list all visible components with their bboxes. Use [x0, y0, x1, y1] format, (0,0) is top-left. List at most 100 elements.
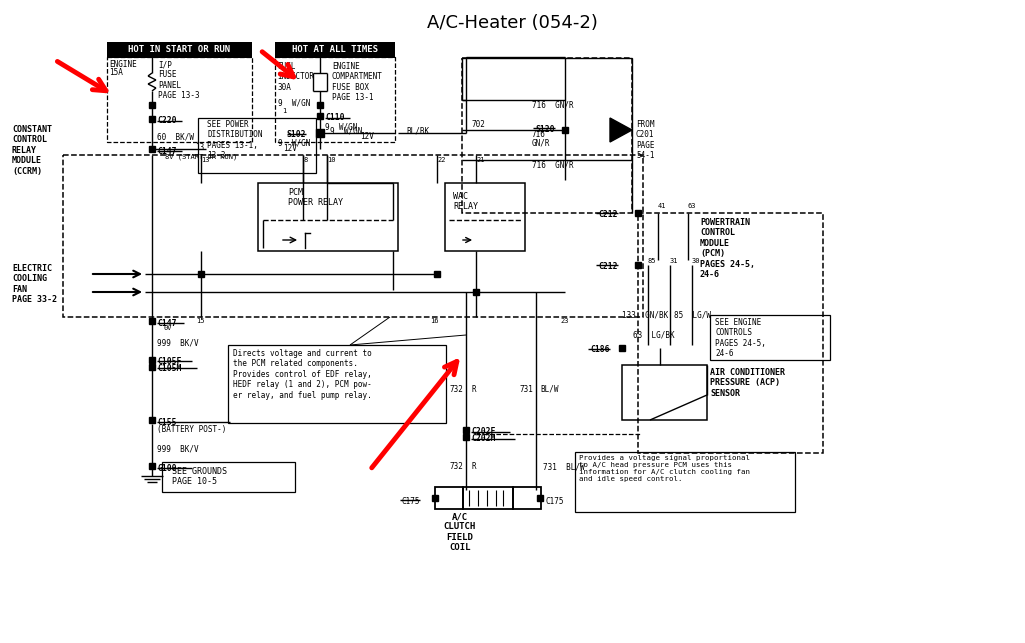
Bar	[162, 462, 295, 492]
Text: HOT AT ALL TIMES: HOT AT ALL TIMES	[292, 46, 378, 55]
Text: 9  W/GN: 9 W/GN	[278, 98, 311, 107]
Text: C202M: C202M	[472, 434, 495, 443]
Bar	[258, 183, 398, 251]
Text: 22: 22	[437, 157, 446, 163]
Text: 702: 702	[472, 120, 485, 129]
Text: HOT IN START OR RUN: HOT IN START OR RUN	[128, 46, 231, 55]
Bar	[462, 58, 632, 213]
Text: 23: 23	[560, 318, 569, 324]
Text: C220: C220	[157, 116, 176, 125]
Text: C110: C110	[325, 113, 344, 122]
Bar	[228, 345, 446, 423]
Bar	[275, 42, 395, 58]
Text: 133  GN/BK: 133 GN/BK	[622, 310, 668, 319]
Text: 8V (START OR RUN): 8V (START OR RUN)	[165, 154, 237, 161]
Text: 9  W/GN: 9 W/GN	[330, 126, 363, 135]
Text: 0V: 0V	[163, 325, 171, 331]
Text: ENGINE: ENGINE	[109, 60, 136, 69]
Text: 716  GN/R: 716 GN/R	[532, 160, 574, 169]
Text: R: R	[472, 462, 477, 471]
Text: 9  W/GN: 9 W/GN	[325, 122, 358, 131]
Text: 41: 41	[658, 203, 666, 209]
Text: 12V: 12V	[283, 144, 297, 153]
Text: SEE GROUNDS
PAGE 10-5: SEE GROUNDS PAGE 10-5	[172, 467, 227, 486]
Text: 999  BK/V: 999 BK/V	[157, 444, 199, 453]
Text: AIR CONDITIONER
PRESSURE (ACP)
SENSOR: AIR CONDITIONER PRESSURE (ACP) SENSOR	[710, 368, 785, 398]
Bar	[638, 213, 823, 453]
Text: Directs voltage and current to
the PCM related components.
Provides control of E: Directs voltage and current to the PCM r…	[233, 349, 372, 399]
Bar	[107, 57, 252, 142]
Text: 63: 63	[688, 203, 697, 209]
Text: 12V: 12V	[360, 132, 374, 141]
Text: 732: 732	[450, 462, 464, 471]
Bar	[107, 42, 252, 58]
Text: 716: 716	[532, 130, 546, 139]
Text: 1: 1	[282, 108, 286, 114]
Text: C105F: C105F	[157, 357, 181, 366]
Text: CONSTANT
CONTROL
RELAY
MODULE
(CCRM): CONSTANT CONTROL RELAY MODULE (CCRM)	[12, 125, 52, 176]
Text: PCM
POWER RELAY: PCM POWER RELAY	[288, 188, 343, 208]
Text: 8: 8	[303, 157, 308, 163]
Text: C175: C175	[545, 497, 564, 506]
Bar	[445, 183, 525, 251]
Text: A/C-Heater (054-2): A/C-Heater (054-2)	[426, 14, 598, 32]
Text: BL/W: BL/W	[540, 385, 559, 394]
Text: R: R	[472, 385, 477, 394]
Text: A/C
CLUTCH
FIELD
COIL: A/C CLUTCH FIELD COIL	[444, 512, 477, 552]
Text: C105M: C105M	[157, 364, 181, 373]
Text: 10: 10	[327, 157, 335, 163]
Text: C212: C212	[599, 210, 618, 219]
Text: 15A: 15A	[109, 68, 123, 77]
Text: S102: S102	[287, 130, 306, 139]
Text: FUEL
INJECTOR
30A: FUEL INJECTOR 30A	[277, 62, 314, 92]
Text: FROM
C201
PAGE
54-1: FROM C201 PAGE 54-1	[636, 120, 655, 160]
Text: 30: 30	[692, 258, 700, 264]
Text: 63  LG/BK: 63 LG/BK	[633, 330, 674, 339]
Text: (BATTERY POST-): (BATTERY POST-)	[157, 425, 227, 434]
Bar	[622, 365, 707, 420]
Text: S120: S120	[535, 125, 555, 134]
Text: GN/R: GN/R	[532, 138, 550, 147]
Text: 15: 15	[196, 318, 205, 324]
Text: 16: 16	[430, 318, 439, 324]
Bar	[575, 452, 795, 512]
Bar	[275, 57, 395, 142]
Text: 13: 13	[196, 143, 205, 152]
Text: I/P
FUSE
PANEL
PAGE 13-3: I/P FUSE PANEL PAGE 13-3	[158, 60, 200, 100]
Text: 999  BK/V: 999 BK/V	[157, 338, 199, 347]
Bar	[512, 487, 541, 509]
Text: POWERTRAIN
CONTROL
MODULE
(PCM)
PAGES 24-5,
24-6: POWERTRAIN CONTROL MODULE (PCM) PAGES 24…	[700, 218, 755, 279]
Text: BL/BK: BL/BK	[406, 126, 429, 135]
Text: 9  W/GN: 9 W/GN	[278, 138, 311, 147]
Text: C212: C212	[599, 262, 618, 271]
Text: SEE ENGINE
CONTROLS
PAGES 24-5,
24-6: SEE ENGINE CONTROLS PAGES 24-5, 24-6	[715, 318, 766, 358]
Text: 85: 85	[648, 258, 656, 264]
Text: Provides a voltage signal proportional
to A/C head pressure PCM uses this
inform: Provides a voltage signal proportional t…	[579, 455, 750, 482]
Text: 31: 31	[670, 258, 679, 264]
Text: ELECTRIC
COOLING
FAN
PAGE 33-2: ELECTRIC COOLING FAN PAGE 33-2	[12, 264, 57, 304]
Text: 21: 21	[476, 157, 485, 163]
Text: 732: 732	[450, 385, 464, 394]
Text: 60  BK/W: 60 BK/W	[157, 132, 194, 141]
Text: 716  GN/R: 716 GN/R	[532, 100, 574, 109]
Text: 731  BL/W: 731 BL/W	[543, 462, 584, 471]
Text: SEE POWER
DISTRIBUTION
PAGES 13-1,
13-3: SEE POWER DISTRIBUTION PAGES 13-1, 13-3	[207, 120, 262, 160]
Text: C155: C155	[157, 418, 176, 427]
Bar	[198, 118, 316, 173]
Polygon shape	[610, 118, 632, 142]
Text: C186: C186	[590, 345, 610, 354]
Text: 13: 13	[201, 157, 209, 163]
Text: C147: C147	[157, 319, 176, 328]
Bar	[435, 487, 463, 509]
Text: G100: G100	[157, 464, 176, 473]
Text: C202F: C202F	[472, 427, 495, 436]
Text: 85  LG/W: 85 LG/W	[674, 310, 711, 319]
Bar	[710, 315, 830, 360]
Text: ENGINE
COMPARTMENT
FUSE BOX
PAGE 13-1: ENGINE COMPARTMENT FUSE BOX PAGE 13-1	[332, 62, 383, 102]
Text: C147: C147	[157, 147, 176, 156]
Text: C175: C175	[402, 497, 420, 506]
Text: WAC
RELAY: WAC RELAY	[453, 192, 478, 212]
Text: 731: 731	[520, 385, 534, 394]
Bar	[63, 155, 643, 317]
Bar	[463, 487, 512, 509]
